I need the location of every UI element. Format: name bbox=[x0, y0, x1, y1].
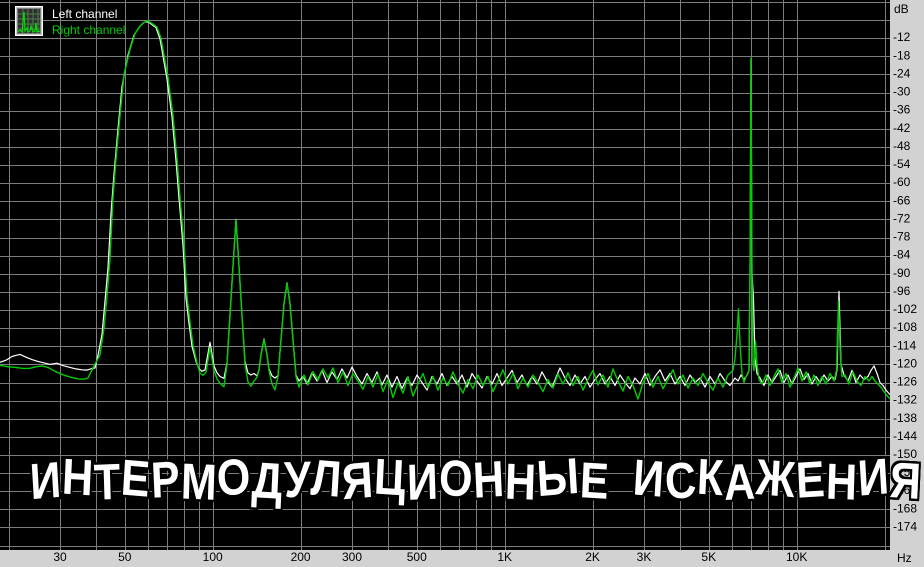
y-tick-label: -90 bbox=[893, 266, 911, 280]
x-tick-label: 3K bbox=[637, 550, 652, 564]
x-tick-label: 300 bbox=[342, 550, 362, 564]
y-tick-label: -132 bbox=[893, 393, 917, 407]
legend: Left channel Right channel bbox=[15, 6, 125, 38]
y-tick-label: -48 bbox=[893, 139, 911, 153]
x-tick-label: 500 bbox=[407, 550, 427, 564]
x-tick-label: 10K bbox=[786, 550, 807, 564]
y-tick-label: -72 bbox=[893, 211, 911, 225]
y-tick-label: -30 bbox=[893, 85, 911, 99]
y-tick-label: -138 bbox=[893, 411, 917, 425]
y-tick-label: -24 bbox=[893, 66, 911, 80]
x-tick-label: 50 bbox=[118, 550, 132, 564]
x-tick-label: 5K bbox=[701, 550, 716, 564]
x-axis-unit-label: Hz bbox=[897, 551, 912, 565]
y-tick-label: -108 bbox=[893, 320, 917, 334]
x-tick-label: 30 bbox=[53, 550, 67, 564]
y-tick-label: -60 bbox=[893, 175, 911, 189]
y-tick-label: -54 bbox=[893, 157, 911, 171]
y-tick-label: -36 bbox=[893, 103, 911, 117]
chart-title-overlay: ИНТЕРМОДУЛЯЦИОННЫЕ ИСКАЖЕНИЯ bbox=[28, 447, 923, 512]
legend-left-channel-label: Left channel bbox=[52, 7, 118, 21]
x-tick-label: 100 bbox=[203, 550, 223, 564]
y-tick-label: -156 bbox=[893, 465, 917, 479]
x-tick-label: 200 bbox=[291, 550, 311, 564]
y-tick-label: -162 bbox=[893, 483, 917, 497]
y-tick-label: -84 bbox=[893, 248, 911, 262]
y-tick-label: -102 bbox=[893, 302, 917, 316]
y-tick-label: -18 bbox=[893, 48, 911, 62]
y-tick-label: -42 bbox=[893, 121, 911, 135]
right-channel-trace bbox=[0, 20, 891, 400]
y-tick-label: -12 bbox=[893, 30, 911, 44]
y-tick-label: -126 bbox=[893, 375, 917, 389]
mini-spectrum-icon bbox=[15, 6, 43, 36]
y-tick-label: -150 bbox=[893, 447, 917, 461]
y-axis-unit-label: dB bbox=[894, 2, 909, 16]
y-tick-label: -168 bbox=[893, 501, 917, 515]
y-tick-label: -120 bbox=[893, 356, 917, 370]
y-tick-label: -78 bbox=[893, 230, 911, 244]
y-tick-label: -174 bbox=[893, 519, 917, 533]
y-tick-label: -66 bbox=[893, 193, 911, 207]
x-tick-label: 2K bbox=[585, 550, 600, 564]
x-tick-label: 1K bbox=[497, 550, 512, 564]
legend-right-channel-label: Right channel bbox=[52, 23, 126, 37]
y-tick-label: -96 bbox=[893, 284, 911, 298]
y-tick-label: -144 bbox=[893, 429, 917, 443]
y-tick-label: -114 bbox=[893, 338, 916, 352]
